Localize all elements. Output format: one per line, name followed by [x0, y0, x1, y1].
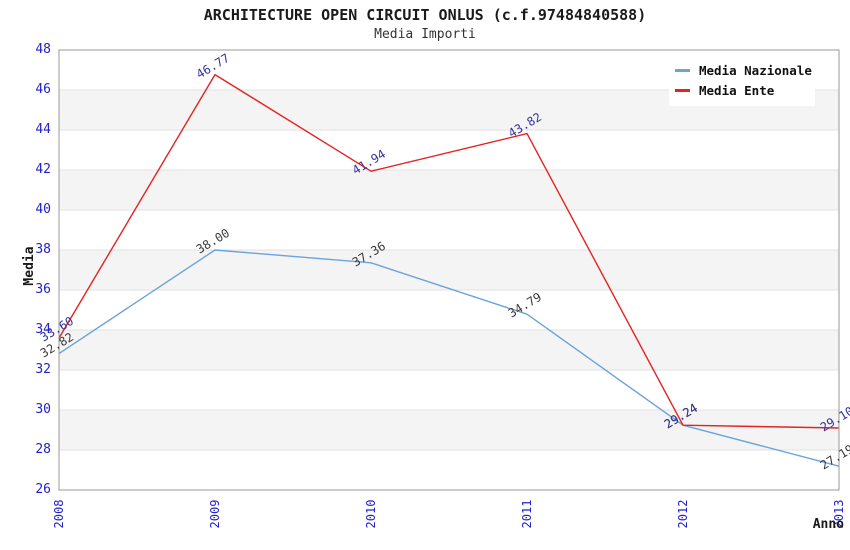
legend: Media Nazionale Media Ente: [669, 55, 815, 106]
y-tick-label: 38: [35, 242, 51, 257]
x-axis-title: Anno: [812, 517, 844, 532]
y-tick-label: 40: [35, 202, 51, 217]
plot-border: [58, 49, 840, 491]
y-axis-title: Media: [22, 246, 37, 286]
y-tick-label: 34: [35, 322, 51, 337]
line-swatch-icon: [675, 88, 690, 92]
legend-item-media-ente: Media Ente: [675, 80, 809, 100]
y-tick-label: 36: [35, 282, 51, 297]
chart-subtitle: Media Importi: [374, 27, 476, 42]
x-tick-label: 2012: [676, 499, 690, 529]
legend-item-media-nazionale: Media Nazionale: [675, 60, 812, 80]
line-swatch-icon: [675, 68, 690, 72]
series-line-media-nazionale: [58, 249, 840, 467]
x-tick-label: 2010: [364, 499, 378, 529]
plot-band: [59, 170, 839, 210]
y-tick-label: 42: [35, 162, 51, 177]
series-line-media-ente: [58, 73, 840, 429]
y-tick-label: 48: [35, 42, 51, 57]
y-tick-label: 46: [35, 82, 51, 97]
legend-label: Media Nazionale: [699, 62, 812, 78]
x-tick-label: 2008: [52, 499, 66, 529]
y-tick-label: 26: [35, 482, 51, 497]
y-tick-label: 44: [35, 122, 51, 137]
x-tick-label: 2011: [520, 499, 534, 529]
plot-band: [59, 330, 839, 370]
y-tick-label: 30: [35, 402, 51, 417]
legend-label: Media Ente: [699, 82, 775, 98]
y-tick-label: 28: [35, 442, 51, 457]
chart-title: ARCHITECTURE OPEN CIRCUIT ONLUS (c.f.974…: [203, 6, 647, 24]
y-tick-label: 32: [35, 362, 51, 377]
plot-band: [59, 410, 839, 450]
plot-band: [59, 250, 839, 290]
x-tick-label: 2009: [208, 499, 222, 529]
